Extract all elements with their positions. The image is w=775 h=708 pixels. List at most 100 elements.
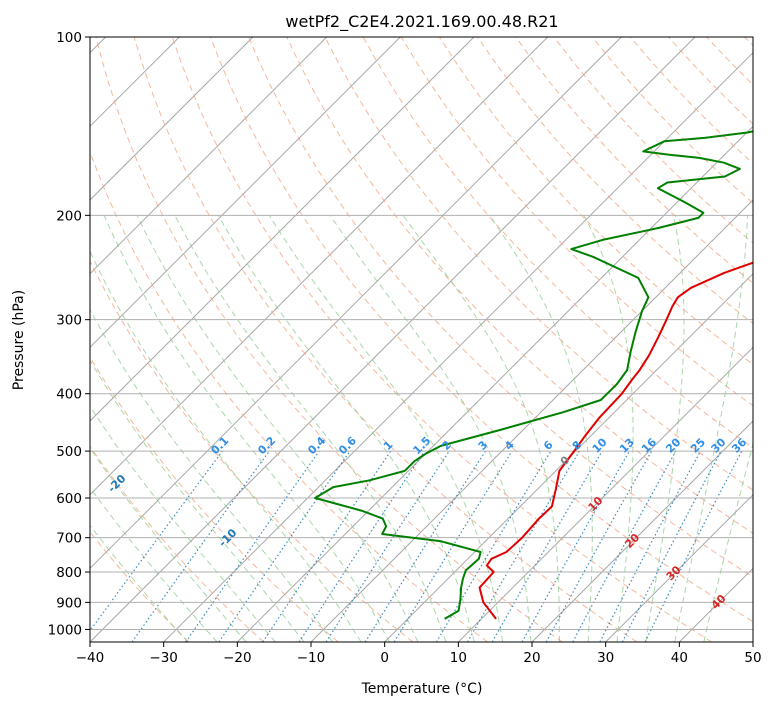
dry-adiabat-line xyxy=(553,37,753,244)
isotherm-line xyxy=(752,641,753,642)
moist-adiabat-line xyxy=(174,215,447,642)
dry-adiabat-line xyxy=(210,37,753,623)
moist-adiabat-line xyxy=(90,486,218,642)
y-tick-label: 600 xyxy=(56,491,82,507)
moist-adiabat-line xyxy=(674,215,749,642)
isotherm-line xyxy=(605,493,753,642)
mixing-ratio-line xyxy=(218,450,351,642)
mixing-ratio-label: 30 xyxy=(709,435,729,455)
y-tick-label: 100 xyxy=(56,30,82,46)
x-tick-label: 40 xyxy=(671,650,688,666)
dry-adiabat-label: -30 xyxy=(8,418,31,441)
moist-adiabat-line xyxy=(90,405,276,642)
mixing-ratio-line xyxy=(90,450,223,632)
dry-adiabat-line xyxy=(515,37,753,284)
moist-adiabats xyxy=(90,215,753,642)
y-tick-label: 800 xyxy=(56,565,82,581)
isotherm-line xyxy=(90,37,328,275)
isobar-gridlines xyxy=(90,37,753,630)
mixing-ratio-label: 36 xyxy=(729,435,749,455)
x-tick-label: −20 xyxy=(223,650,252,666)
mixing-ratio-line xyxy=(545,450,653,642)
x-tick-label: −10 xyxy=(297,650,326,666)
isotherm-line xyxy=(236,125,753,642)
mixing-ratio-line xyxy=(521,450,631,642)
moist-adiabat-line xyxy=(583,215,634,642)
series-lines xyxy=(314,130,753,620)
mixing-ratio-label: 1.5 xyxy=(410,434,433,457)
y-tick-label: 500 xyxy=(56,444,82,460)
isotherm-line xyxy=(310,199,753,642)
dry-adiabat-line xyxy=(90,445,264,642)
mixing-ratio-label: 0.1 xyxy=(208,434,231,457)
mixing-ratio-line xyxy=(298,450,425,642)
isotherm-line xyxy=(90,37,475,422)
mixing-ratio-line xyxy=(325,450,450,642)
dry-adiabat-line xyxy=(90,356,339,642)
mixing-ratio-line xyxy=(393,450,513,642)
plot-frame xyxy=(89,36,754,643)
mixing-ratio-label: 10 xyxy=(590,435,610,455)
x-tick-label: 0 xyxy=(380,650,389,666)
mixing-ratio-line xyxy=(185,450,320,642)
y-tick-label: 400 xyxy=(56,387,82,403)
moist-adiabat-line xyxy=(488,215,593,642)
mixing-ratio-label: 0.4 xyxy=(305,434,328,457)
dry-adiabat-line xyxy=(90,150,488,642)
isotherm-line xyxy=(90,37,401,349)
dry-adiabat-line xyxy=(668,37,753,125)
isotherm-line xyxy=(531,420,753,642)
skewed-isotherms xyxy=(90,37,753,642)
temperature-profile-line xyxy=(478,261,753,620)
mixing-ratio-label: 0.2 xyxy=(255,434,278,457)
isotherm-line xyxy=(163,51,753,642)
dry-adiabat-line xyxy=(248,37,753,578)
moist-adiabat-line xyxy=(103,215,391,642)
isotherm-line xyxy=(90,37,622,570)
y-tick-label: 900 xyxy=(56,595,82,611)
moist-adiabat-line xyxy=(90,447,247,642)
dewpoint-profile-line xyxy=(314,130,753,620)
mixing-ratio-label: 25 xyxy=(688,436,708,456)
mixing-ratio-label: 20 xyxy=(663,435,683,455)
x-axis: −40 −30 −20 −10 0 10 20 30 40 50 xyxy=(76,642,762,666)
mixing-ratio-label: 13 xyxy=(617,436,637,456)
moist-adiabat-line xyxy=(217,215,475,642)
isotherm-line xyxy=(90,37,696,642)
x-tick-label: 30 xyxy=(597,650,614,666)
isotherm-line xyxy=(457,346,753,642)
moist-adiabat-line xyxy=(268,215,504,642)
y-tick-label: 200 xyxy=(56,208,82,224)
mixing-ratio-line xyxy=(644,450,743,642)
dry-adiabats xyxy=(90,37,753,642)
moist-adiabat-line xyxy=(703,441,753,642)
isotherm-line xyxy=(384,272,753,642)
x-tick-label: −30 xyxy=(149,650,178,666)
x-tick-label: 10 xyxy=(450,650,467,666)
moist-adiabat-line xyxy=(90,250,362,642)
y-tick-label: 700 xyxy=(56,531,82,547)
moist-adiabat-line xyxy=(90,524,189,642)
mixing-ratio-line xyxy=(262,450,392,642)
x-axis-label: Temperature (°C) xyxy=(361,681,483,697)
chart-title: wetPf2_C2E4.2021.169.00.48.R21 xyxy=(285,12,558,32)
y-axis-label: Pressure (hPa) xyxy=(11,290,27,390)
mixing-ratio-lines xyxy=(90,450,743,642)
y-axis: 100 200 300 400 500 600 700 800 900 1000 xyxy=(48,30,90,638)
dry-adiabat-line xyxy=(324,37,753,491)
moist-adiabat-line xyxy=(329,215,532,642)
dry-adiabat-line xyxy=(133,37,638,642)
moist-adiabat-line xyxy=(90,359,305,642)
dry-adiabat-line xyxy=(90,531,190,642)
x-tick-label: 50 xyxy=(744,650,761,666)
isotherm-line xyxy=(90,37,549,496)
mixing-ratio-label: 16 xyxy=(639,435,659,455)
dry-adiabat-line xyxy=(90,259,414,642)
plot-area: 0.10.20.40.611.52346810131620253036-100-… xyxy=(8,37,753,642)
mixing-ratio-line xyxy=(131,450,270,642)
mixing-ratio-label: 0.6 xyxy=(336,434,359,457)
moist-adiabat-line xyxy=(90,308,334,642)
dry-adiabat-line xyxy=(744,37,753,47)
dry-adiabat-line xyxy=(706,37,753,86)
